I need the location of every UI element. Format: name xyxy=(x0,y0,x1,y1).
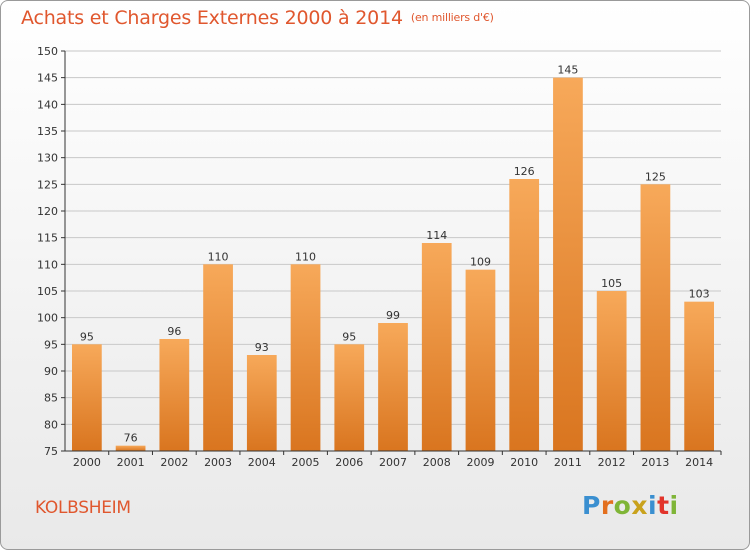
data-label: 109 xyxy=(470,256,491,269)
proxiti-logo[interactable]: Proxiti xyxy=(582,491,679,520)
bar[interactable] xyxy=(553,77,583,452)
y-tick-label: 125 xyxy=(37,178,58,191)
y-tick-label: 95 xyxy=(44,338,58,351)
x-tick-label: 2009 xyxy=(466,456,494,469)
bar[interactable] xyxy=(640,184,671,452)
y-tick-label: 105 xyxy=(37,285,58,298)
y-tick-label: 100 xyxy=(37,312,58,325)
data-label: 114 xyxy=(426,229,447,242)
y-tick-label: 80 xyxy=(44,418,58,431)
bar[interactable] xyxy=(421,243,452,451)
y-tick-label: 145 xyxy=(37,72,58,85)
logo-letter: r xyxy=(600,491,614,520)
logo-letter: P xyxy=(582,491,601,520)
y-tick-label: 150 xyxy=(37,45,58,58)
bar[interactable] xyxy=(203,264,233,451)
bar[interactable] xyxy=(465,269,496,451)
x-tick-label: 2011 xyxy=(554,456,582,469)
y-tick-label: 120 xyxy=(37,205,58,218)
x-tick-label: 2000 xyxy=(73,456,101,469)
x-tick-label: 2004 xyxy=(248,456,276,469)
chart-title-text: Achats et Charges Externes 2000 à 2014 xyxy=(21,7,403,29)
data-label: 96 xyxy=(167,325,181,338)
city-name: KOLBSHEIM xyxy=(35,498,131,518)
x-tick-label: 2003 xyxy=(204,456,232,469)
data-label: 126 xyxy=(514,165,535,178)
data-label: 110 xyxy=(295,250,316,263)
y-tick-label: 75 xyxy=(44,445,58,458)
data-label: 103 xyxy=(689,288,710,301)
x-tick-label: 2014 xyxy=(685,456,713,469)
chart-title: Achats et Charges Externes 2000 à 2014 (e… xyxy=(21,7,494,29)
y-tick-label: 140 xyxy=(37,98,58,111)
logo-letter: t xyxy=(657,491,670,520)
data-label: 125 xyxy=(645,170,666,183)
axes: 75 80 85 90 95 100 105 110 115 120 125 130 135 140 145… xyxy=(37,45,722,469)
x-tick-label: 2002 xyxy=(160,456,188,469)
bars xyxy=(71,77,715,452)
x-tick-label: 2010 xyxy=(510,456,538,469)
data-label: 99 xyxy=(386,309,400,322)
chart-subtitle: (en milliers d'€) xyxy=(410,11,494,24)
y-tick-label: 130 xyxy=(37,152,58,165)
x-tick-label: 2013 xyxy=(641,456,669,469)
data-label: 95 xyxy=(342,330,356,343)
y-tick-label: 90 xyxy=(44,365,58,378)
data-label: 110 xyxy=(208,250,229,263)
data-label: 93 xyxy=(255,341,269,354)
bar[interactable] xyxy=(509,179,540,451)
bar[interactable] xyxy=(378,323,408,451)
data-label: 95 xyxy=(80,330,94,343)
y-tick-label: 110 xyxy=(37,258,58,271)
y-tick-label: 85 xyxy=(44,392,58,405)
x-tick-label: 2012 xyxy=(598,456,626,469)
logo-letter: i xyxy=(648,491,658,520)
bar[interactable] xyxy=(71,344,102,451)
y-tick-label: 135 xyxy=(37,125,58,138)
logo-letter: o xyxy=(613,491,632,520)
bar[interactable] xyxy=(684,301,715,451)
x-tick-label: 2008 xyxy=(423,456,451,469)
x-tick-label: 2005 xyxy=(292,456,320,469)
bar[interactable] xyxy=(290,264,321,451)
x-tick-label: 2007 xyxy=(379,456,407,469)
x-tick-label: 2001 xyxy=(117,456,145,469)
y-tick-label: 115 xyxy=(37,232,58,245)
labels: 95 76 96 110 93 110 95 99 114 109 126 145 105 125 103 xyxy=(80,64,710,445)
data-label: 105 xyxy=(601,277,622,290)
data-label: 145 xyxy=(557,64,578,77)
x-tick-label: 2006 xyxy=(335,456,363,469)
logo-letter: x xyxy=(631,491,648,520)
bar[interactable] xyxy=(246,355,277,451)
bar[interactable] xyxy=(159,339,190,451)
bar[interactable] xyxy=(596,291,627,451)
data-label: 76 xyxy=(124,432,138,445)
bar[interactable] xyxy=(115,445,146,451)
logo-letter: i xyxy=(669,491,679,520)
bar[interactable] xyxy=(334,344,365,451)
